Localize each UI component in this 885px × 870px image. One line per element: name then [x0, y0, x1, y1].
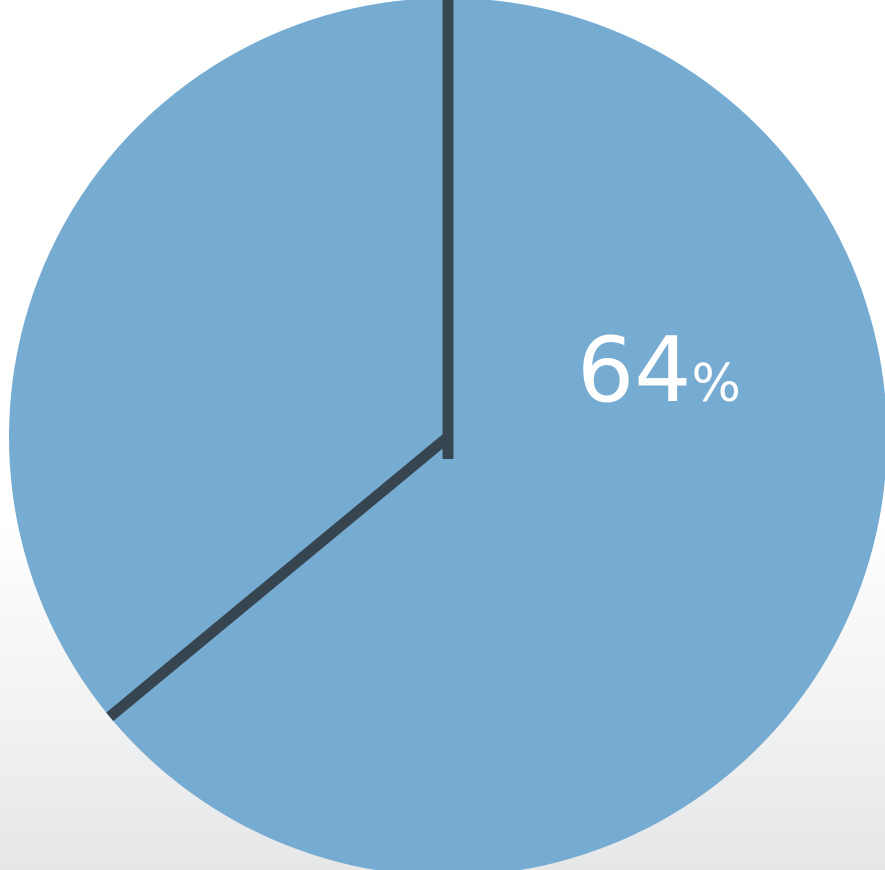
pie-slice-2	[9, 0, 448, 717]
slice-divider-2	[106, 432, 452, 722]
slice-label-major: 64%	[577, 326, 741, 416]
pie-slice-1	[109, 0, 885, 870]
slice-label-value: 64	[577, 318, 692, 423]
slice-label-unit: %	[691, 354, 741, 414]
